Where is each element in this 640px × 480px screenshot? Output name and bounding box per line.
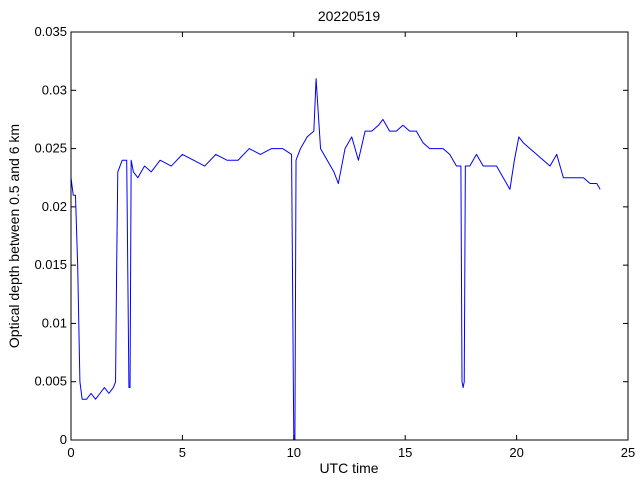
y-tick-label: 0.015 xyxy=(34,257,67,272)
x-tick-label: 20 xyxy=(509,445,523,460)
y-axis-label: Optical depth between 0.5 and 6 km xyxy=(6,124,22,348)
x-axis-label: UTC time xyxy=(319,460,378,476)
y-tick-label: 0.01 xyxy=(42,315,67,330)
chart-title: 20220519 xyxy=(318,8,381,24)
x-tick-label: 25 xyxy=(621,445,635,460)
y-tick-label: 0.025 xyxy=(34,141,67,156)
y-tick-label: 0.005 xyxy=(34,374,67,389)
y-tick-label: 0.03 xyxy=(42,82,67,97)
x-tick-label: 10 xyxy=(287,445,301,460)
axis-ticks: 0 5 10 15 20 25 0 0.005 0.01 0.015 0.02 0.025 0.03 0.… xyxy=(34,24,635,460)
data-series xyxy=(70,78,601,441)
y-tick-label: 0 xyxy=(60,432,67,447)
x-tick-label: 15 xyxy=(398,445,412,460)
y-tick-label: 0.035 xyxy=(34,24,67,39)
x-tick-label: 0 xyxy=(67,445,74,460)
plot-area-frame xyxy=(70,31,629,441)
series-line xyxy=(70,78,601,441)
y-tick-label: 0.02 xyxy=(42,199,67,214)
x-tick-label: 5 xyxy=(179,445,186,460)
